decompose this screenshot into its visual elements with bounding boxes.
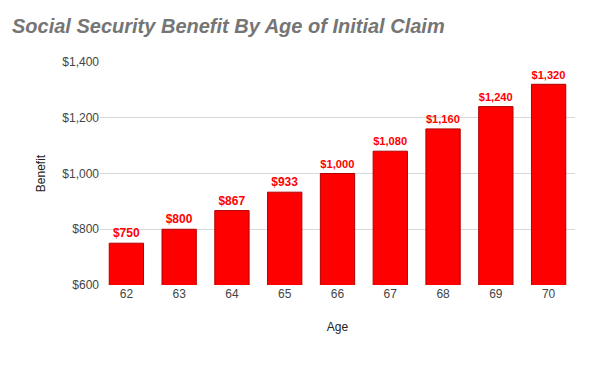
svg-text:$1,000: $1,000 — [320, 158, 354, 170]
svg-text:68: 68 — [436, 287, 450, 301]
svg-text:$1,240: $1,240 — [479, 91, 513, 103]
svg-text:$1,160: $1,160 — [426, 113, 460, 125]
svg-text:70: 70 — [542, 287, 556, 301]
svg-text:$800: $800 — [166, 212, 193, 226]
svg-text:$1,320: $1,320 — [531, 69, 565, 81]
svg-text:$1,000: $1,000 — [62, 167, 99, 181]
svg-text:Social Security Benefit By Age: Social Security Benefit By Age of Initia… — [12, 15, 445, 37]
svg-text:$1,400: $1,400 — [62, 55, 99, 69]
svg-text:$1,080: $1,080 — [373, 135, 407, 147]
svg-text:$1,200: $1,200 — [62, 111, 99, 125]
svg-text:63: 63 — [172, 287, 186, 301]
svg-text:64: 64 — [225, 287, 239, 301]
svg-text:$867: $867 — [218, 194, 245, 208]
svg-text:Age: Age — [327, 320, 349, 334]
svg-text:62: 62 — [120, 287, 134, 301]
svg-text:$800: $800 — [72, 222, 99, 236]
svg-text:69: 69 — [489, 287, 503, 301]
svg-text:65: 65 — [278, 287, 292, 301]
svg-text:$600: $600 — [72, 278, 99, 292]
svg-text:66: 66 — [331, 287, 345, 301]
svg-text:67: 67 — [384, 287, 398, 301]
svg-text:$750: $750 — [113, 226, 140, 240]
svg-text:Benefit: Benefit — [34, 154, 48, 192]
svg-text:$933: $933 — [271, 175, 298, 189]
